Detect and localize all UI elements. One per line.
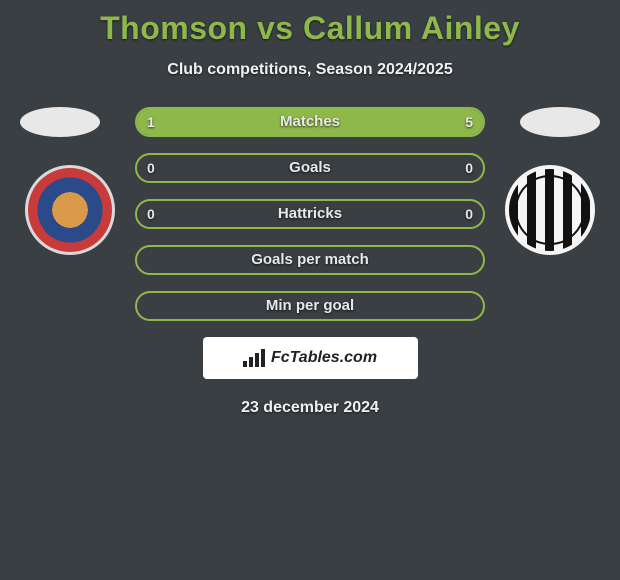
flag-left [20, 107, 100, 137]
date: 23 december 2024 [0, 399, 620, 417]
bar-label: Goals per match [137, 247, 483, 273]
crest-right [505, 165, 595, 255]
bar-label: Matches [137, 109, 483, 135]
stat-bar: Min per goal [135, 291, 485, 321]
flag-right [520, 107, 600, 137]
logo-text: FcTables.com [271, 349, 377, 367]
bar-value-left: 0 [137, 155, 165, 181]
bar-value-right: 0 [455, 155, 483, 181]
bar-value-left: 1 [137, 109, 165, 135]
page-title: Thomson vs Callum Ainley [0, 0, 620, 47]
bar-value-left: 0 [137, 201, 165, 227]
fctables-logo: FcTables.com [203, 337, 418, 379]
subtitle: Club competitions, Season 2024/2025 [0, 61, 620, 79]
bar-label: Min per goal [137, 293, 483, 319]
bars-icon [243, 349, 265, 367]
bar-value-right: 0 [455, 201, 483, 227]
crest-left [25, 165, 115, 255]
stat-bar: Goals per match [135, 245, 485, 275]
stat-bar: Hattricks0 0 [135, 199, 485, 229]
stat-bar: Matches1 5 [135, 107, 485, 137]
bar-label: Hattricks [137, 201, 483, 227]
stat-bars: Matches15Goals00Hattricks00Goals per mat… [135, 107, 485, 321]
comparison-panel: Matches15Goals00Hattricks00Goals per mat… [0, 107, 620, 417]
bar-label: Goals [137, 155, 483, 181]
stat-bar: Goals0 0 [135, 153, 485, 183]
bar-value-right: 5 [455, 109, 483, 135]
